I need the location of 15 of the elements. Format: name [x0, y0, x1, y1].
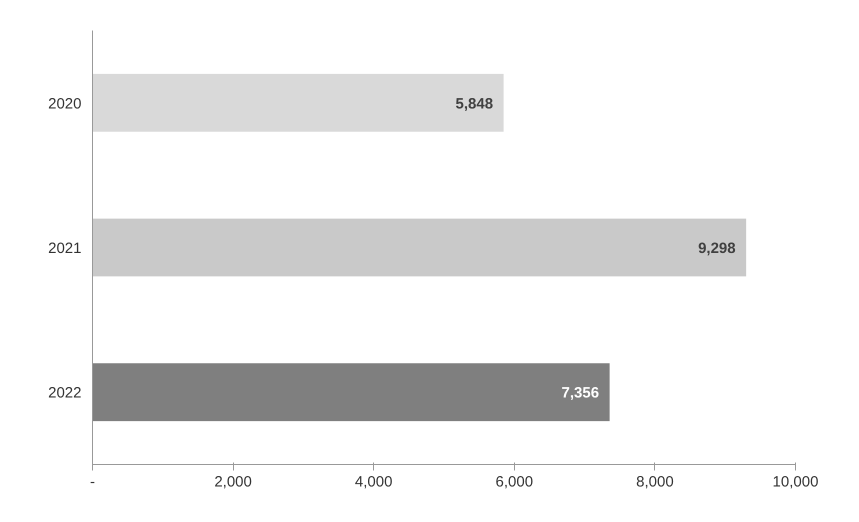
x-tick-label: 4,000: [354, 474, 392, 490]
y-tick-label: 2020: [48, 95, 82, 112]
x-tick-label: -: [90, 474, 95, 490]
x-tick-label: 8,000: [636, 474, 674, 490]
data-label: 9,298: [698, 240, 736, 257]
bar: [92, 363, 610, 422]
bar: [92, 74, 504, 132]
y-tick-label: 2022: [48, 384, 82, 402]
x-tick-label: 10,000: [772, 474, 818, 490]
bar: [92, 218, 746, 276]
data-label: 7,356: [562, 384, 600, 402]
y-tick-label: 2021: [48, 240, 82, 257]
data-label: 5,848: [456, 95, 494, 112]
x-tick-label: 2,000: [214, 474, 252, 490]
x-tick-label: 6,000: [496, 474, 534, 490]
